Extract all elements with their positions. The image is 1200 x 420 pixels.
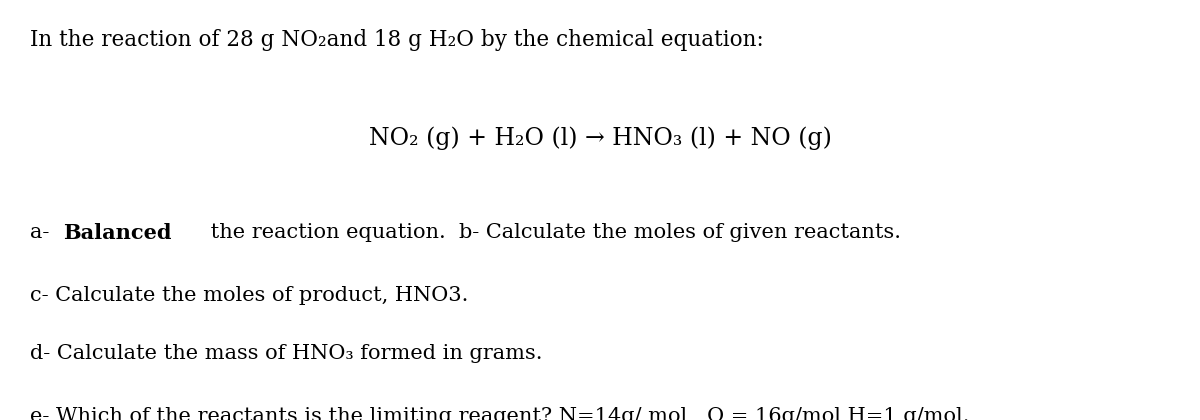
Text: Balanced: Balanced [64,223,172,243]
Text: NO₂ (g) + H₂O (l) → HNO₃ (l) + NO (g): NO₂ (g) + H₂O (l) → HNO₃ (l) + NO (g) [368,126,832,150]
Text: In the reaction of 28 g NO₂and 18 g H₂O by the chemical equation:: In the reaction of 28 g NO₂and 18 g H₂O … [30,29,763,51]
Text: a-: a- [30,223,56,242]
Text: c- Calculate the moles of product, HNO3.: c- Calculate the moles of product, HNO3. [30,286,468,304]
Text: the reaction equation.  b- Calculate the moles of given reactants.: the reaction equation. b- Calculate the … [204,223,900,242]
Text: e- Which of the reactants is the limiting reagent? N=14g/ mol , O = 16g/mol,H=1 : e- Which of the reactants is the limitin… [30,407,970,420]
Text: d- Calculate the mass of HNO₃ formed in grams.: d- Calculate the mass of HNO₃ formed in … [30,344,542,363]
